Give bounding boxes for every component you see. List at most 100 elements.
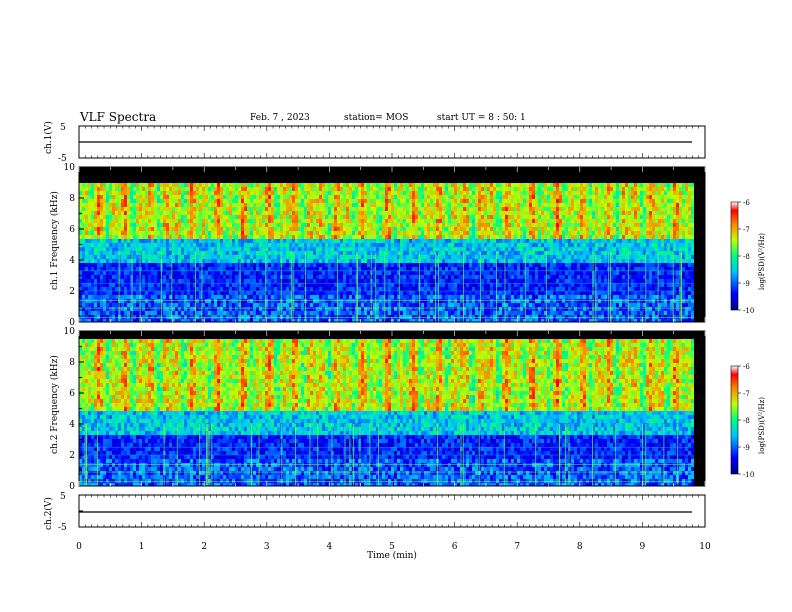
- spectrogram-cell: [184, 207, 187, 211]
- spectrogram-cell: [94, 183, 97, 187]
- spectrogram-cell: [448, 279, 451, 283]
- spectrogram-cell: [145, 247, 148, 251]
- spectrogram-cell: [391, 263, 394, 267]
- spectrogram-cell: [223, 299, 226, 303]
- spectrogram-cell: [427, 251, 430, 255]
- spectrogram-cell: [448, 295, 451, 299]
- spectrogram-cell: [214, 223, 217, 227]
- spectrogram-cell: [331, 263, 334, 267]
- spectrogram-cell: [133, 223, 136, 227]
- spectrogram-cell: [208, 207, 211, 211]
- spectrogram-cell: [337, 215, 340, 219]
- spectrogram-cell: [283, 287, 286, 291]
- spectrogram-cell: [112, 295, 115, 299]
- spectrogram-cell: [313, 187, 316, 191]
- spectrogram-cell: [475, 311, 478, 315]
- spectrogram-cell: [421, 235, 424, 239]
- spectrogram-cell: [253, 251, 256, 255]
- spectrogram-cell: [466, 283, 469, 287]
- spectrogram-cell: [484, 215, 487, 219]
- spectrogram-cell: [469, 199, 472, 203]
- spectrogram-cell: [484, 203, 487, 207]
- spectrogram-cell: [487, 275, 490, 279]
- spectrogram-cell: [79, 319, 82, 322]
- spectrogram-cell: [358, 283, 361, 287]
- spectrogram-cell: [295, 259, 298, 263]
- spectrogram-cell: [352, 295, 355, 299]
- spectrogram-cell: [439, 279, 442, 283]
- spectrogram-cell: [337, 219, 340, 223]
- spectrogram-cell: [409, 311, 412, 315]
- spectrogram-cell: [397, 271, 400, 275]
- spectrogram-cell: [124, 275, 127, 279]
- spectrogram-cell: [205, 235, 208, 239]
- spectrogram-cell: [451, 183, 454, 187]
- spectrogram-cell: [376, 211, 379, 215]
- spectrogram-cell: [244, 187, 247, 191]
- spectrogram-cell: [220, 199, 223, 203]
- spectrogram-cell: [112, 191, 115, 195]
- spectrogram-cell: [205, 199, 208, 203]
- spectrogram-cell: [238, 207, 241, 211]
- spectrogram-cell: [451, 239, 454, 243]
- spectrogram-cell: [97, 311, 100, 315]
- spectrogram-cell: [100, 295, 103, 299]
- spectrogram-cell: [427, 311, 430, 315]
- spectrogram-cell: [196, 183, 199, 187]
- spectrogram-cell: [445, 315, 448, 319]
- spectrogram-cell: [232, 319, 235, 322]
- spectrogram-cell: [364, 195, 367, 199]
- spectrogram-cell: [439, 299, 442, 303]
- spectrogram-cell: [439, 251, 442, 255]
- spectrogram-cell: [379, 259, 382, 263]
- spectrogram-cell: [298, 291, 301, 295]
- spectrogram-cell: [190, 295, 193, 299]
- spectrogram-cell: [331, 227, 334, 231]
- spectrogram-cell: [340, 303, 343, 307]
- spectrogram-cell: [232, 223, 235, 227]
- spectrogram-cell: [142, 243, 145, 247]
- spectrogram-cell: [325, 199, 328, 203]
- spectrogram-cell: [283, 295, 286, 299]
- spectrogram-cell: [133, 299, 136, 303]
- spectrogram-cell: [340, 199, 343, 203]
- spectrogram-cell: [115, 275, 118, 279]
- spectrogram-cell: [184, 219, 187, 223]
- spectrogram-cell: [214, 303, 217, 307]
- spectrogram-cell: [271, 231, 274, 235]
- spectrogram-cell: [175, 287, 178, 291]
- spectrogram-cell: [370, 227, 373, 231]
- spectrogram-cell: [247, 279, 250, 283]
- spectrogram-cell: [352, 299, 355, 303]
- spectrogram-cell: [235, 203, 238, 207]
- spectrogram-cell: [409, 191, 412, 195]
- spectrogram-cell: [373, 295, 376, 299]
- spectrogram-cell: [148, 259, 151, 263]
- spectrogram-cell: [169, 303, 172, 307]
- spectrogram-cell: [448, 271, 451, 275]
- spectrogram-cell: [394, 207, 397, 211]
- spectrogram-cell: [121, 199, 124, 203]
- spectrogram-cell: [139, 259, 142, 263]
- spectrogram-cell: [409, 243, 412, 247]
- spectrogram-cell: [292, 291, 295, 295]
- spectrogram-cell: [181, 187, 184, 191]
- spectrogram-cell: [406, 315, 409, 319]
- spectrogram-cell: [487, 211, 490, 215]
- spectrogram-cell: [286, 275, 289, 279]
- spectrogram-cell: [160, 235, 163, 239]
- spectrogram-cell: [487, 219, 490, 223]
- spectrogram-cell: [442, 191, 445, 195]
- spectrogram-cell: [403, 251, 406, 255]
- spectrogram-cell: [127, 243, 130, 247]
- spectrogram-cell: [367, 307, 370, 311]
- spectrogram-cell: [85, 247, 88, 251]
- spectrogram-cell: [346, 275, 349, 279]
- spectrogram-cell: [355, 239, 358, 243]
- spectrogram-cell: [181, 279, 184, 283]
- spectrogram-cell: [235, 291, 238, 295]
- spectrogram-cell: [97, 279, 100, 283]
- spectrogram-cell: [199, 311, 202, 315]
- spectrogram-cell: [238, 195, 241, 199]
- spectrogram-cell: [259, 187, 262, 191]
